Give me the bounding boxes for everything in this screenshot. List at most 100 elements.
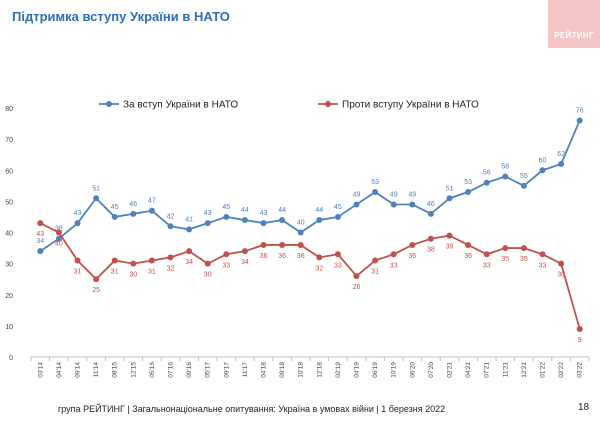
x-tick-label: 04'18: [261, 362, 268, 378]
data-label: 30: [129, 272, 137, 279]
data-point: [390, 251, 397, 258]
data-label: 39: [446, 244, 454, 251]
data-point: [279, 217, 286, 224]
data-label: 36: [260, 253, 268, 260]
x-tick-label: 11'21: [502, 362, 509, 378]
x-tick-label: 07'20: [428, 362, 435, 378]
data-point: [74, 257, 81, 264]
data-point: [465, 241, 472, 248]
data-label: 33: [483, 262, 491, 269]
x-tick-label: 11'14: [93, 362, 100, 378]
footer-source: група РЕЙТИНГ | Загальнонаціональне опит…: [58, 404, 446, 414]
x-tick-label: 05'16: [149, 362, 156, 378]
data-point: [372, 257, 379, 264]
data-label: 46: [427, 201, 435, 208]
x-tick-label: 05'17: [205, 362, 212, 378]
data-point: [409, 201, 416, 208]
data-label: 53: [371, 179, 379, 186]
data-label: 76: [576, 107, 584, 114]
x-tick-label: 04'14: [56, 362, 63, 378]
data-point: [260, 241, 267, 248]
data-label: 45: [334, 204, 342, 211]
data-label: 42: [167, 213, 175, 220]
x-tick-label: 09'14: [75, 362, 82, 378]
data-label: 32: [167, 265, 175, 272]
data-label: 55: [520, 173, 528, 180]
data-point: [186, 226, 193, 233]
data-label: 9: [578, 337, 582, 344]
data-label: 31: [371, 269, 379, 276]
data-point: [353, 201, 360, 208]
data-label: 45: [111, 204, 119, 211]
data-point: [186, 248, 193, 255]
data-label: 36: [278, 253, 286, 260]
data-point: [93, 276, 100, 283]
data-point: [148, 257, 155, 264]
data-label: 49: [408, 191, 416, 198]
data-label: 31: [148, 269, 156, 276]
x-tick-label: 10'19: [391, 362, 398, 378]
y-tick-label: 70: [5, 137, 13, 144]
data-point: [241, 248, 248, 255]
data-point: [390, 201, 397, 208]
data-label: 43: [204, 210, 212, 217]
data-label: 38: [55, 226, 63, 233]
data-label: 30: [557, 272, 565, 279]
data-point: [483, 179, 490, 186]
data-point: [279, 241, 286, 248]
y-tick-label: 60: [5, 168, 13, 175]
x-tick-label: 11'17: [242, 362, 249, 378]
x-tick-label: 06'19: [372, 362, 379, 378]
data-label: 44: [315, 207, 323, 214]
data-label: 33: [222, 262, 230, 269]
x-tick-label: 03'14: [37, 362, 44, 378]
data-label: 36: [464, 253, 472, 260]
data-point: [520, 245, 527, 252]
data-label: 60: [539, 157, 547, 164]
data-point: [93, 195, 100, 202]
data-point: [204, 220, 211, 227]
data-label: 33: [390, 262, 398, 269]
x-tick-label: 07'21: [484, 362, 491, 378]
data-label: 40: [55, 241, 63, 248]
series-line-1: [39, 120, 581, 252]
x-tick-label: 03'22: [577, 362, 584, 378]
data-point: [539, 251, 546, 258]
x-tick-label: 04'21: [465, 362, 472, 378]
x-tick-label: 02'22: [558, 362, 565, 378]
data-point: [483, 251, 490, 258]
legend-label: За вступ України в НАТО: [123, 100, 238, 111]
chart-series: 34 38 43 51 45 46 47 42 41 43 45 44 43 44 40 44 45 49 53 49…: [36, 107, 583, 344]
data-label: 49: [390, 191, 398, 198]
data-point: [316, 254, 323, 261]
data-point: [260, 220, 267, 227]
legend-marker: [325, 101, 331, 107]
data-point: [427, 210, 434, 217]
data-point: [520, 182, 527, 189]
y-tick-label: 0: [9, 355, 13, 362]
data-point: [372, 189, 379, 196]
data-point: [576, 117, 583, 124]
data-point: [576, 325, 583, 332]
data-point: [74, 220, 81, 227]
chart-axes: 0 10 20 30 40 50 60 70 80 03'14 04'14 09'14 11'14 08'…: [5, 106, 590, 378]
legend-label: Проти вступу України в НАТО: [342, 100, 479, 111]
data-point: [130, 260, 137, 267]
data-label: 45: [222, 204, 230, 211]
data-point: [130, 210, 137, 217]
data-point: [446, 232, 453, 239]
data-label: 43: [260, 210, 268, 217]
brand-logo: РЕЙТИНГ: [548, 0, 600, 48]
data-point: [55, 229, 62, 236]
data-label: 43: [74, 210, 82, 217]
data-point: [167, 254, 174, 261]
x-tick-label: 06'20: [409, 362, 416, 378]
data-point: [502, 245, 509, 252]
y-tick-label: 80: [5, 106, 13, 113]
x-tick-label: 12'21: [521, 362, 528, 378]
data-point: [427, 235, 434, 242]
slide-title: Підтримка вступу України в НАТО: [12, 9, 230, 24]
data-label: 32: [315, 265, 323, 272]
data-label: 38: [427, 247, 435, 254]
data-label: 25: [92, 287, 100, 294]
